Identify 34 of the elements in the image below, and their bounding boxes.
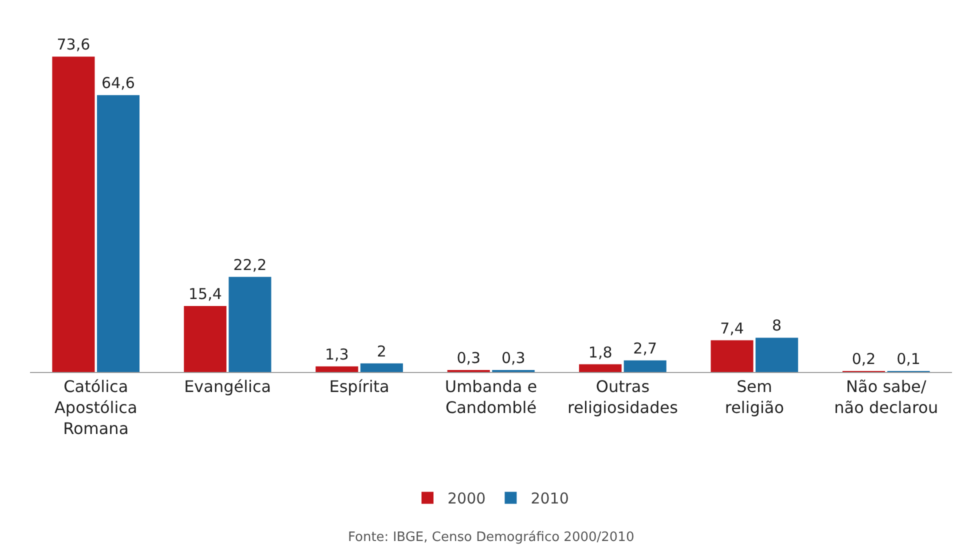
data-label: 64,6 <box>102 74 135 92</box>
bar <box>316 366 358 372</box>
data-label: 1,8 <box>588 343 612 362</box>
data-label: 2 <box>376 342 386 360</box>
x-tick-label: Umbanda e Candomblé <box>444 377 538 417</box>
x-tick-label: Católica Apostólica Romana <box>54 377 138 438</box>
bar <box>228 276 272 372</box>
bar <box>96 95 140 372</box>
data-label: 1,3 <box>324 345 349 364</box>
legend-label: 2000 <box>448 490 486 508</box>
data-label: 2,7 <box>633 339 658 358</box>
source-note: Fonte: IBGE, Censo Demográfico 2000/2010 <box>348 530 634 545</box>
bar <box>184 306 226 372</box>
bar <box>52 56 95 372</box>
bar <box>360 363 403 372</box>
bar <box>756 338 798 372</box>
data-label: 0,3 <box>456 349 481 367</box>
data-label: 22,2 <box>233 256 267 274</box>
data-label: 15,4 <box>188 285 222 304</box>
x-tick-label: Sem religião <box>724 377 784 417</box>
bar <box>579 364 622 372</box>
legend-label: 2010 <box>530 490 569 508</box>
data-label: 8 <box>772 316 782 335</box>
x-tick-label: Evangélica <box>184 377 272 396</box>
data-label: 73,6 <box>56 36 90 54</box>
x-tick-label: Outras religiosidades <box>567 377 678 417</box>
data-label: 0,1 <box>896 350 920 368</box>
bar <box>624 360 666 372</box>
data-label: 0,2 <box>852 350 876 368</box>
x-tick-label: Espírita <box>329 377 390 396</box>
x-tick-label: Não sabe/ não declarou <box>834 377 938 417</box>
bar <box>710 340 754 372</box>
data-label: 7,4 <box>720 319 744 338</box>
data-label: 0,3 <box>501 349 526 367</box>
